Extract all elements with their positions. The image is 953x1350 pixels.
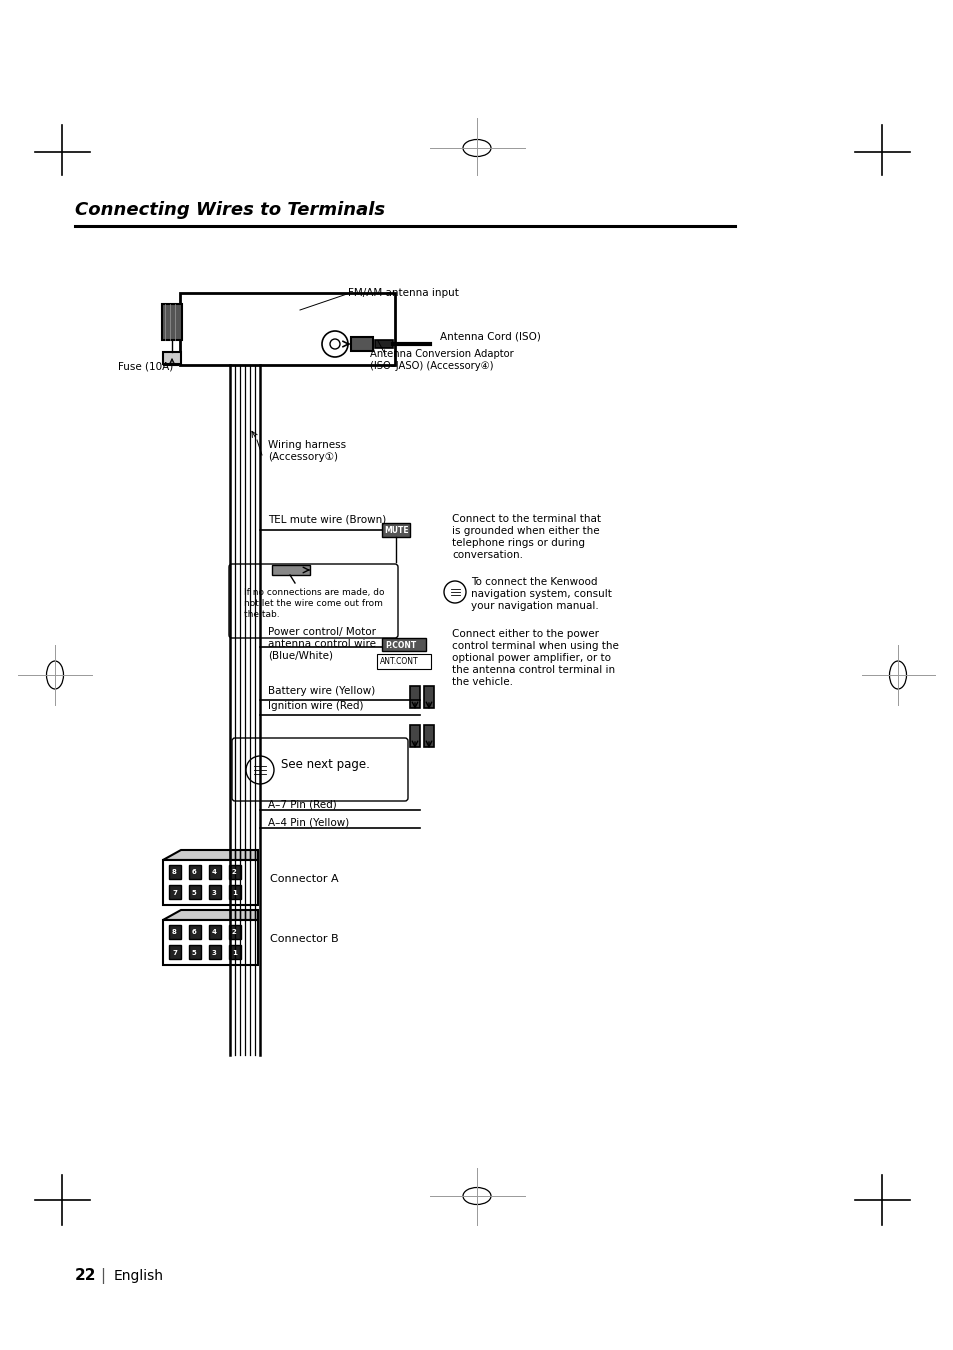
Text: the vehicle.: the vehicle. bbox=[452, 676, 513, 687]
Bar bbox=[423, 725, 434, 747]
Bar bbox=[209, 886, 221, 899]
Text: (Accessory①): (Accessory①) bbox=[268, 452, 337, 462]
Text: Antenna Cord (ISO): Antenna Cord (ISO) bbox=[439, 332, 540, 342]
Bar bbox=[189, 865, 201, 879]
Bar bbox=[410, 686, 419, 707]
Bar bbox=[423, 686, 434, 707]
Text: 3: 3 bbox=[212, 890, 216, 896]
Text: Connect to the terminal that: Connect to the terminal that bbox=[452, 514, 600, 524]
Text: 6: 6 bbox=[192, 929, 196, 936]
Text: optional power amplifier, or to: optional power amplifier, or to bbox=[452, 653, 610, 663]
Text: Wiring harness: Wiring harness bbox=[268, 440, 346, 450]
Bar bbox=[209, 925, 221, 940]
Text: 7: 7 bbox=[172, 950, 176, 956]
Bar bbox=[169, 865, 181, 879]
Text: 5: 5 bbox=[192, 890, 196, 896]
Bar bbox=[375, 340, 393, 348]
Text: 6: 6 bbox=[192, 869, 196, 875]
Bar bbox=[180, 293, 395, 364]
Text: 1: 1 bbox=[232, 890, 236, 896]
Text: P.CONT: P.CONT bbox=[385, 641, 416, 649]
Text: 4: 4 bbox=[212, 929, 216, 936]
Text: Ignition wire (Red): Ignition wire (Red) bbox=[268, 701, 363, 711]
Circle shape bbox=[443, 580, 465, 603]
Text: is grounded when either the: is grounded when either the bbox=[452, 526, 599, 536]
Text: 2: 2 bbox=[232, 929, 236, 936]
Bar bbox=[381, 639, 426, 651]
Text: (ISO–JASO) (Accessory④): (ISO–JASO) (Accessory④) bbox=[370, 360, 493, 371]
Bar bbox=[189, 925, 201, 940]
Text: Connector B: Connector B bbox=[270, 934, 338, 944]
Text: |: | bbox=[100, 1268, 105, 1284]
Bar bbox=[229, 865, 241, 879]
Text: 5: 5 bbox=[192, 950, 196, 956]
Bar bbox=[410, 725, 419, 747]
Circle shape bbox=[330, 339, 339, 350]
Text: 8: 8 bbox=[172, 869, 176, 875]
Text: A–7 Pin (Red): A–7 Pin (Red) bbox=[268, 801, 336, 810]
Text: A–4 Pin (Yellow): A–4 Pin (Yellow) bbox=[268, 818, 349, 828]
Text: control terminal when using the: control terminal when using the bbox=[452, 641, 618, 651]
Bar bbox=[189, 886, 201, 899]
Text: ANT.CONT: ANT.CONT bbox=[379, 657, 418, 666]
Text: telephone rings or during: telephone rings or during bbox=[452, 539, 584, 548]
Text: the tab.: the tab. bbox=[244, 610, 279, 620]
Text: 22: 22 bbox=[75, 1268, 96, 1282]
Bar bbox=[209, 865, 221, 879]
Text: Antenna Conversion Adaptor: Antenna Conversion Adaptor bbox=[370, 350, 514, 359]
Text: Power control/ Motor: Power control/ Motor bbox=[268, 626, 375, 637]
Text: the antenna control terminal in: the antenna control terminal in bbox=[452, 666, 615, 675]
Text: English: English bbox=[113, 1269, 164, 1282]
Bar bbox=[169, 925, 181, 940]
Text: Connect either to the power: Connect either to the power bbox=[452, 629, 598, 639]
Polygon shape bbox=[163, 910, 257, 919]
FancyBboxPatch shape bbox=[232, 738, 408, 801]
Bar bbox=[376, 653, 431, 670]
Bar bbox=[169, 886, 181, 899]
Text: navigation system, consult: navigation system, consult bbox=[471, 589, 611, 599]
Text: 3: 3 bbox=[212, 950, 216, 956]
Polygon shape bbox=[163, 850, 257, 860]
Text: 7: 7 bbox=[172, 890, 176, 896]
Text: conversation.: conversation. bbox=[452, 549, 522, 560]
Bar bbox=[169, 945, 181, 958]
Text: 1: 1 bbox=[232, 950, 236, 956]
Text: See next page.: See next page. bbox=[281, 757, 370, 771]
Bar bbox=[272, 566, 310, 575]
Bar bbox=[351, 338, 373, 351]
Bar bbox=[189, 945, 201, 958]
Bar bbox=[163, 860, 257, 905]
Text: your navigation manual.: your navigation manual. bbox=[471, 601, 598, 612]
Bar bbox=[229, 886, 241, 899]
Text: MUTE: MUTE bbox=[384, 526, 408, 535]
Circle shape bbox=[246, 756, 274, 784]
Bar bbox=[229, 925, 241, 940]
FancyBboxPatch shape bbox=[229, 564, 397, 639]
Bar bbox=[163, 919, 257, 965]
Text: antenna control wire: antenna control wire bbox=[268, 639, 375, 649]
Text: Connector A: Connector A bbox=[270, 873, 338, 884]
Bar bbox=[229, 945, 241, 958]
Bar bbox=[381, 522, 410, 537]
Text: Fuse (10A): Fuse (10A) bbox=[118, 362, 173, 373]
Text: FM/AM antenna input: FM/AM antenna input bbox=[348, 288, 458, 298]
Text: TEL mute wire (Brown): TEL mute wire (Brown) bbox=[268, 514, 386, 525]
Text: To connect the Kenwood: To connect the Kenwood bbox=[471, 576, 597, 587]
Bar bbox=[163, 352, 181, 365]
Text: 4: 4 bbox=[212, 869, 216, 875]
Bar bbox=[209, 945, 221, 958]
Text: If no connections are made, do: If no connections are made, do bbox=[244, 589, 384, 597]
Text: Connecting Wires to Terminals: Connecting Wires to Terminals bbox=[75, 201, 385, 219]
Bar bbox=[162, 304, 182, 340]
Text: (Blue/White): (Blue/White) bbox=[268, 651, 333, 661]
Text: 8: 8 bbox=[172, 929, 176, 936]
Text: not let the wire come out from: not let the wire come out from bbox=[244, 599, 382, 608]
Text: Battery wire (Yellow): Battery wire (Yellow) bbox=[268, 686, 375, 697]
Text: 2: 2 bbox=[232, 869, 236, 875]
Circle shape bbox=[322, 331, 348, 356]
